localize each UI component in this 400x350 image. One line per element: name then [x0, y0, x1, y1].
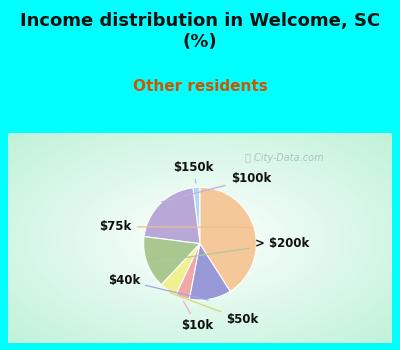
Text: Income distribution in Welcome, SC
(%): Income distribution in Welcome, SC (%) [20, 12, 380, 51]
Wedge shape [200, 187, 256, 291]
Text: $50k: $50k [170, 293, 258, 326]
Wedge shape [144, 188, 200, 244]
Wedge shape [176, 244, 200, 299]
Text: Other residents: Other residents [133, 79, 267, 94]
Wedge shape [161, 244, 200, 295]
Wedge shape [193, 187, 200, 244]
Text: > $200k: > $200k [148, 237, 309, 263]
Text: ⓘ City-Data.com: ⓘ City-Data.com [245, 153, 324, 163]
Wedge shape [190, 244, 230, 300]
Text: $150k: $150k [173, 161, 214, 183]
Text: $10k: $10k [181, 301, 213, 332]
Wedge shape [144, 237, 200, 285]
Text: $40k: $40k [108, 274, 208, 300]
Text: $100k: $100k [162, 172, 271, 202]
Text: $75k: $75k [99, 220, 253, 233]
